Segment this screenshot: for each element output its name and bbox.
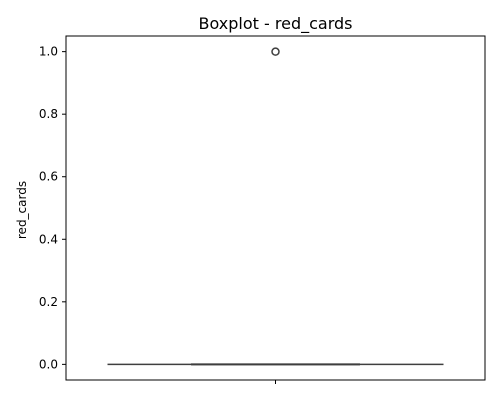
y-tick-label: 0.2 (39, 295, 58, 309)
y-tick-label: 0.0 (39, 357, 58, 371)
boxplot-box (107, 363, 444, 366)
y-axis: 0.0 0.2 0.4 0.6 0.8 1.0 (39, 45, 66, 371)
y-tick-label: 0.4 (39, 232, 58, 246)
y-tick-label: 1.0 (39, 45, 58, 59)
y-tick-label: 0.8 (39, 107, 58, 121)
chart-title: Boxplot - red_cards (199, 14, 353, 34)
outlier-point (271, 47, 280, 56)
y-axis-label: red_cards (15, 181, 29, 239)
y-tick-label: 0.6 (39, 170, 58, 184)
plot-area (65, 35, 486, 381)
boxplot-outliers (271, 47, 280, 56)
